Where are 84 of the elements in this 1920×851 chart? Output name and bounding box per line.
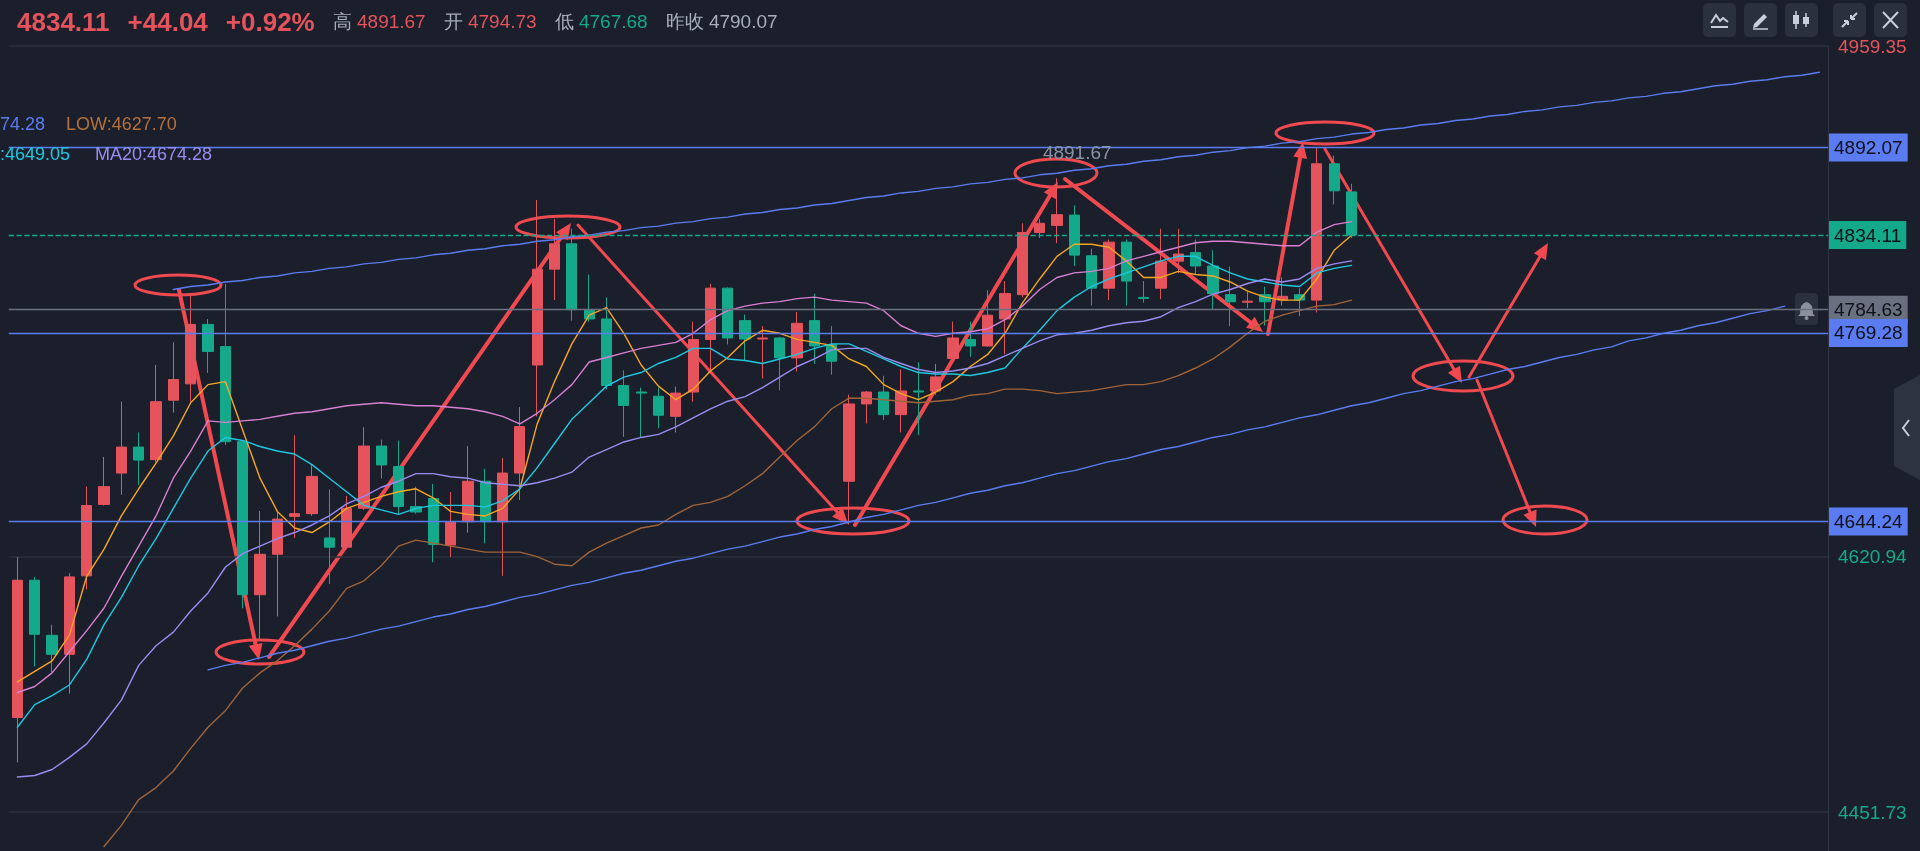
candlestick xyxy=(1155,228,1167,300)
candlestick xyxy=(168,341,179,414)
candlestick xyxy=(739,314,751,362)
candlestick xyxy=(12,556,23,763)
candlestick xyxy=(289,434,300,539)
y-tick-label: 4959.35 xyxy=(1838,35,1907,57)
candlestick xyxy=(254,510,266,642)
candlestick xyxy=(999,280,1011,355)
text: 昨收 4790.07 xyxy=(665,11,778,32)
candlestick xyxy=(46,624,58,673)
candlestick xyxy=(965,321,976,358)
candlestick xyxy=(809,293,820,365)
candlestick xyxy=(428,483,439,563)
candlestick xyxy=(930,363,941,396)
candlestick xyxy=(757,325,768,379)
candlestick xyxy=(272,510,283,617)
text: 低 4767.68 xyxy=(554,11,648,32)
candlestick xyxy=(1311,147,1322,313)
candlestick xyxy=(774,336,785,391)
candlestick xyxy=(98,456,110,507)
candlestick xyxy=(601,296,612,390)
candlestick xyxy=(653,387,664,429)
text: +0.92% xyxy=(225,6,315,38)
candlestick xyxy=(549,218,560,301)
candlestick xyxy=(618,369,629,438)
annotation: LOW:4627.70 xyxy=(66,114,177,135)
candlestick xyxy=(1034,218,1045,239)
annotation: 4891.67 xyxy=(1042,142,1112,165)
ref-line-label: 4834.11 xyxy=(1834,224,1902,246)
candlestick xyxy=(982,289,993,348)
candlestick xyxy=(1017,222,1028,298)
candlestick xyxy=(81,486,92,590)
candlestick xyxy=(688,321,699,403)
candlestick xyxy=(1329,155,1340,205)
text: 高 4891.67 xyxy=(332,11,426,32)
candlestick xyxy=(462,445,474,534)
candlestick xyxy=(358,426,370,511)
candlestick xyxy=(636,387,647,439)
candlestick xyxy=(1225,266,1236,327)
ref-line-label: 4769.28 xyxy=(1834,322,1903,344)
candlestick xyxy=(324,488,335,585)
ref-line-label: 4784.63 xyxy=(1834,299,1903,321)
candlestick xyxy=(532,199,543,417)
candlestick xyxy=(150,364,162,463)
candlestick xyxy=(1242,291,1253,309)
candlestick xyxy=(29,576,40,668)
candlestick xyxy=(947,321,959,361)
candlestick xyxy=(1138,280,1149,304)
candlestick xyxy=(1207,249,1219,311)
candlestick xyxy=(913,361,924,436)
annotation: MA20:4674.28 xyxy=(95,144,213,165)
ref-line-label: 4644.24 xyxy=(1834,511,1904,533)
candlestick xyxy=(1190,238,1201,276)
annotation: :4649.05 xyxy=(0,144,71,165)
annotation: 74.28 xyxy=(0,114,46,135)
candlestick xyxy=(202,318,214,374)
candlestick xyxy=(670,386,681,433)
candlestick xyxy=(1173,228,1184,274)
text: 开 4794.73 xyxy=(443,11,537,32)
chart-title: 4834.11 xyxy=(17,6,110,38)
ref-line-label: 4892.07 xyxy=(1834,137,1903,159)
candlestick xyxy=(722,286,733,345)
y-tick-label: 4620.94 xyxy=(1838,546,1908,568)
candlestick xyxy=(341,495,352,550)
candlestick xyxy=(1086,248,1097,307)
candlestick xyxy=(306,464,318,517)
candlestick xyxy=(64,572,75,695)
candlestick xyxy=(514,406,525,501)
candlestick xyxy=(445,491,456,558)
candlestick xyxy=(878,375,889,421)
candlestick xyxy=(237,439,248,609)
candlestick xyxy=(220,283,231,446)
candlestick xyxy=(185,294,196,403)
line-series xyxy=(103,299,1353,848)
candlestick xyxy=(393,440,404,515)
candlestick xyxy=(843,394,855,526)
candlestick xyxy=(1051,177,1063,244)
candlestick xyxy=(376,439,387,479)
y-tick-label: 4451.73 xyxy=(1838,801,1907,823)
candlestick xyxy=(861,390,872,424)
candlestick xyxy=(133,431,144,486)
candlestick xyxy=(116,401,127,496)
candlestick xyxy=(705,283,716,371)
text: +44.04 xyxy=(127,6,208,38)
